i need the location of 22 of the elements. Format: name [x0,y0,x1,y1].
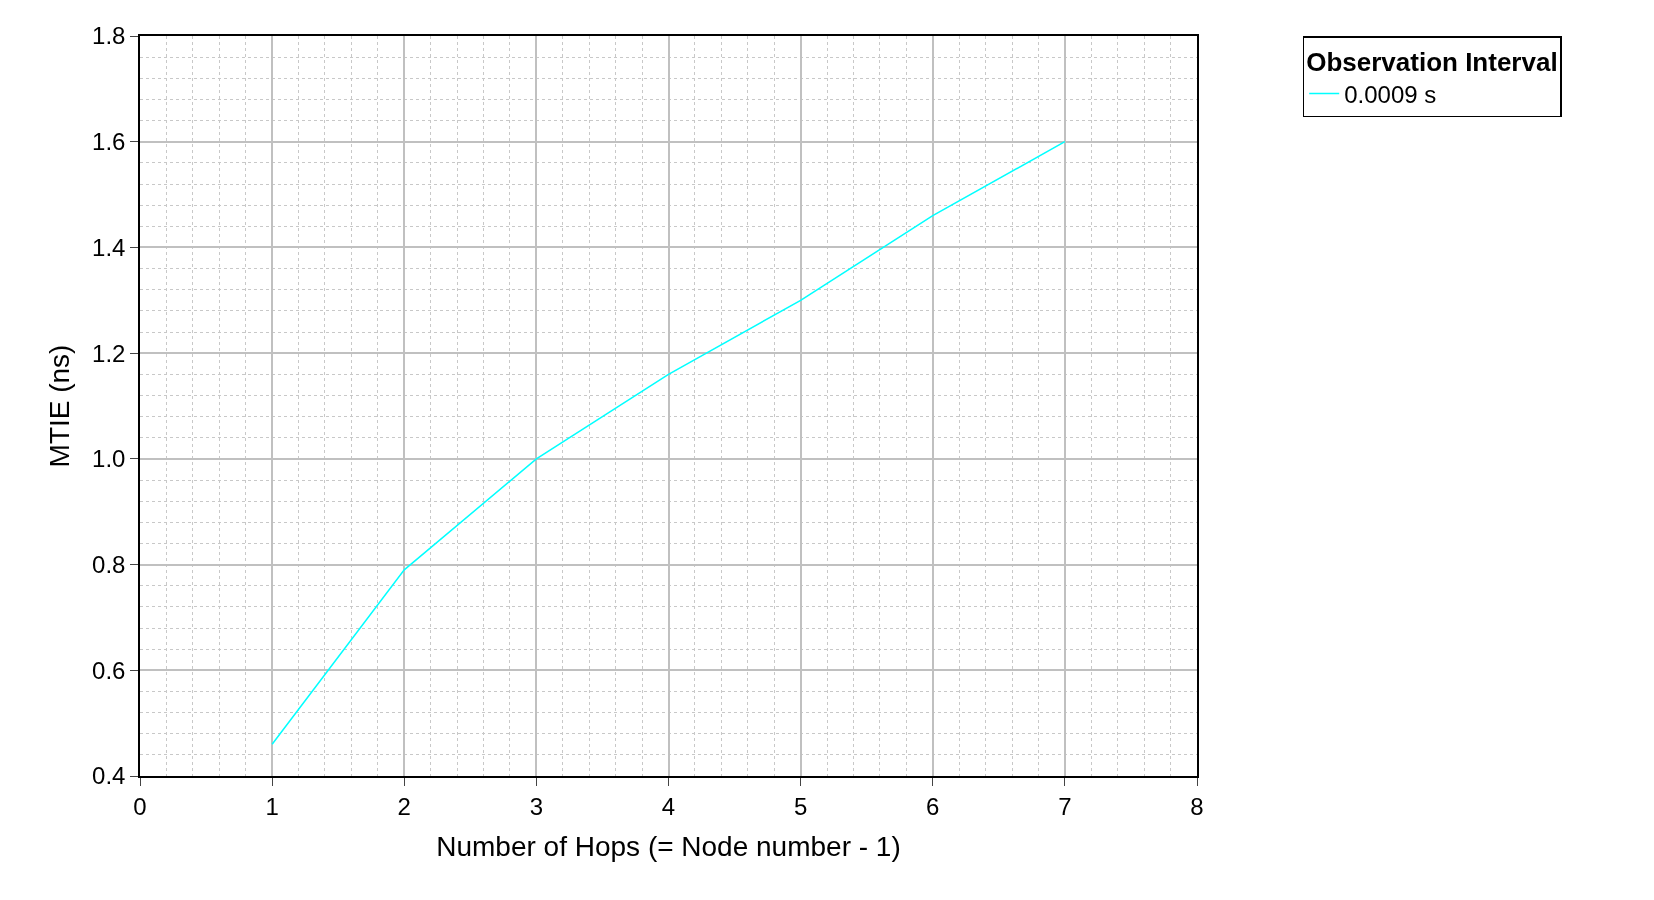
line-series [271,140,1066,746]
y-tick-label: 0.4 [92,762,126,790]
y-tick-label: 0.6 [92,656,126,684]
x-tick-label: 2 [397,792,411,820]
legend-label: 0.0009 s [1344,80,1437,108]
x-tick-label: 0 [133,792,147,820]
x-tick-label: 4 [661,792,676,820]
x-tick-label: 5 [793,792,808,820]
y-tick-label: 1.4 [92,233,126,261]
legend-title: Observation Interval [1306,47,1558,78]
x-tick-label: 1 [265,792,279,820]
x-tick-label: 8 [1190,792,1204,820]
x-tick-label: 7 [1058,792,1072,820]
y-axis-title: MTIE (ns) [44,344,76,468]
x-tick-label: 6 [926,792,940,820]
x-axis-title: Number of Hops (= Node number - 1) [436,831,901,863]
y-tick-label: 1.0 [92,445,126,473]
y-tick-label: 1.8 [92,22,126,50]
y-tick-label: 0.8 [92,550,126,578]
y-tick-label: 1.6 [92,128,126,156]
x-tick-label: 3 [529,792,544,820]
y-tick-label: 1.2 [92,339,126,367]
